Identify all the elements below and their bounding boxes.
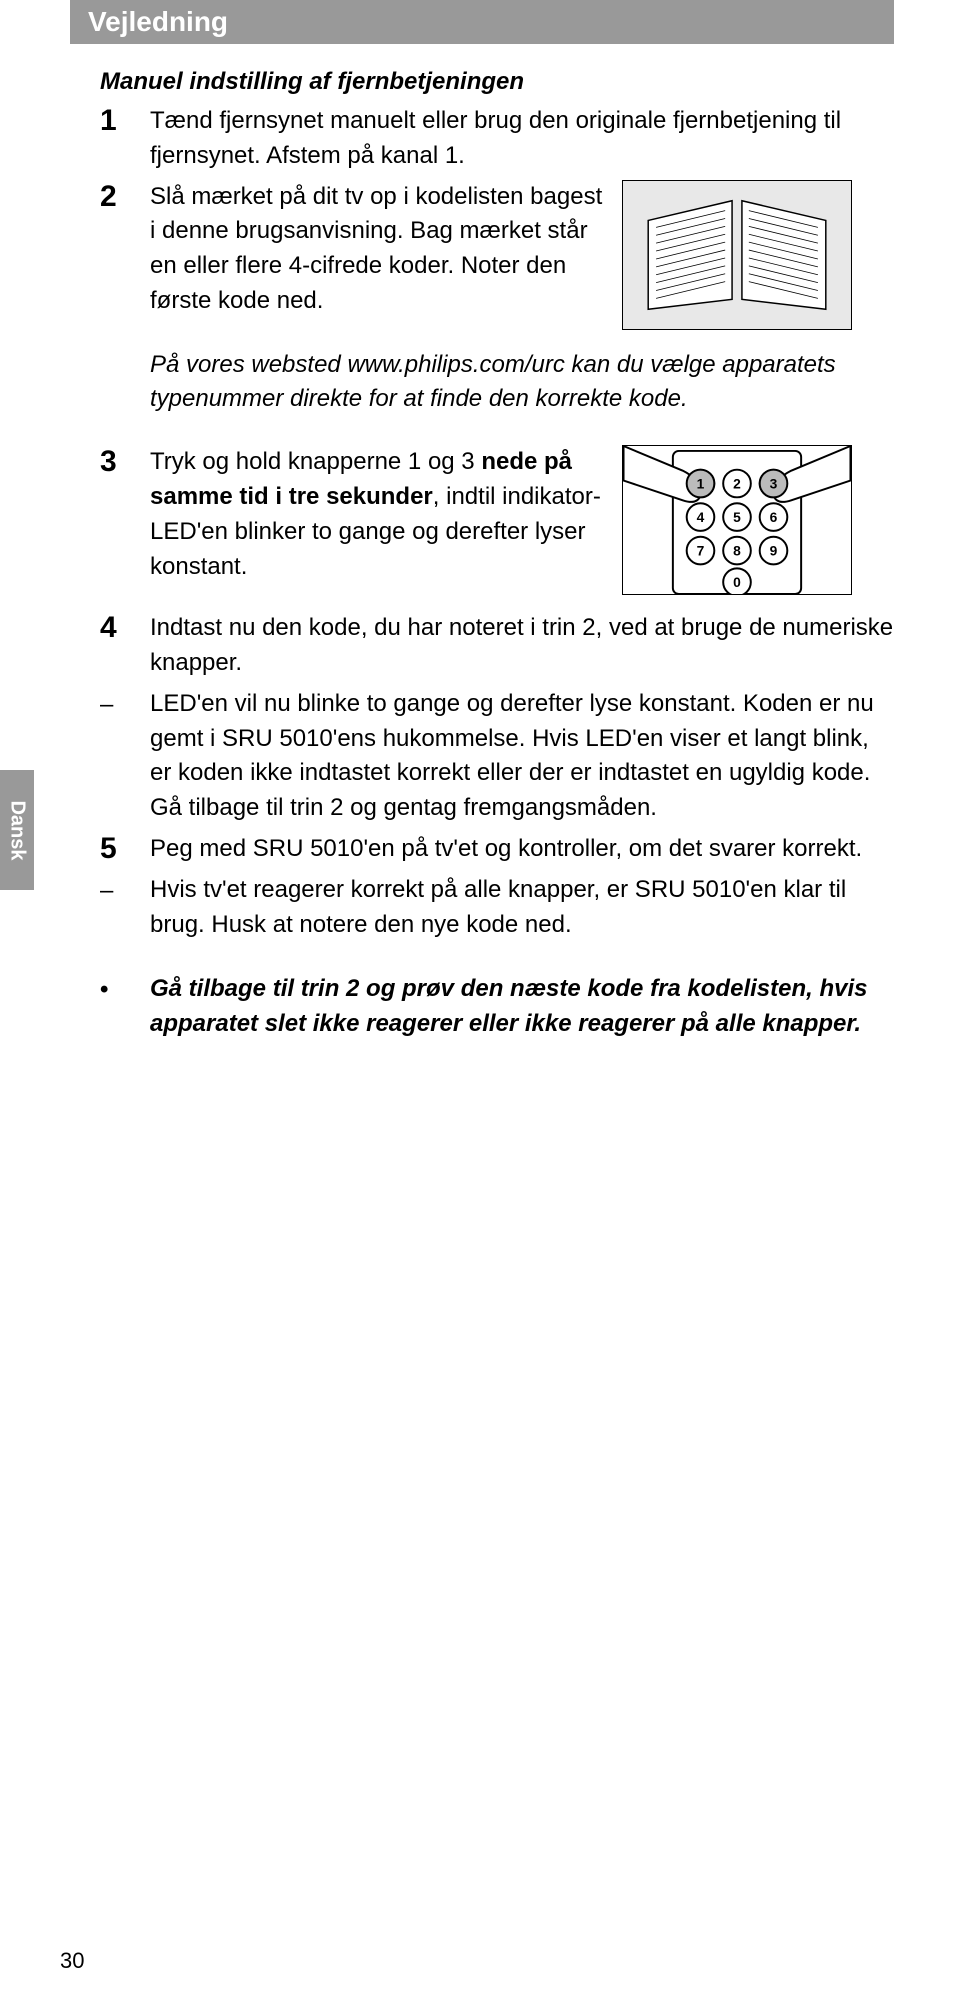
page-number: 30: [60, 1948, 84, 1974]
step-2: 2 Slå mærket på dit tv op i kodelisten b…: [100, 180, 894, 330]
step-number: 1: [100, 104, 150, 137]
booklet-icon: [623, 181, 851, 329]
svg-text:8: 8: [733, 543, 741, 559]
step-5: 5 Peg med SRU 5010'en på tv'et og kontro…: [100, 832, 894, 867]
step-number: 2: [100, 180, 150, 213]
bullet-text: Gå tilbage til trin 2 og prøv den næste …: [150, 972, 894, 1042]
step-4: 4 Indtast nu den kode, du har noteret i …: [100, 611, 894, 681]
step-number: 5: [100, 832, 150, 865]
keypad-icon: 1 2 3 4 5 6 7 8 9 0 1 3: [623, 446, 851, 594]
step-number: 4: [100, 611, 150, 644]
dash-marker: –: [100, 687, 150, 723]
step-text: Tænd fjernsynet manuelt eller brug den o…: [150, 104, 894, 174]
svg-text:3: 3: [770, 476, 778, 492]
svg-text:4: 4: [697, 509, 705, 525]
section-title: Vejledning: [88, 6, 228, 37]
language-tab: Dansk: [0, 770, 34, 890]
step-1: 1 Tænd fjernsynet manuelt eller brug den…: [100, 104, 894, 174]
language-label: Dansk: [6, 800, 29, 860]
website-note: På vores websted www.philips.com/urc kan…: [150, 348, 894, 418]
svg-text:0: 0: [733, 574, 741, 590]
bullet-marker: •: [100, 972, 150, 1008]
page-content: Vejledning Manuel indstilling af fjernbe…: [0, 0, 954, 1042]
svg-text:6: 6: [770, 509, 778, 525]
svg-text:9: 9: [770, 543, 778, 559]
step-3: 3 Tryk og hold knapperne 1 og 3 nede på …: [100, 445, 894, 595]
svg-text:5: 5: [733, 509, 741, 525]
bullet-note: • Gå tilbage til trin 2 og prøv den næst…: [100, 972, 894, 1042]
svg-text:1: 1: [697, 476, 705, 492]
step-text: LED'en vil nu blinke to gange og derefte…: [150, 687, 894, 826]
substep-2: – Hvis tv'et reagerer korrekt på alle kn…: [100, 873, 894, 943]
keypad-illustration: 1 2 3 4 5 6 7 8 9 0 1 3: [622, 445, 852, 595]
step-text: Slå mærket på dit tv op i kodelisten bag…: [150, 180, 610, 319]
text-part: Tryk og hold knapperne 1 og 3: [150, 448, 481, 475]
section-header: Vejledning: [70, 0, 894, 44]
dash-marker: –: [100, 873, 150, 909]
step-text: Indtast nu den kode, du har noteret i tr…: [150, 611, 894, 681]
step-text: Tryk og hold knapperne 1 og 3 nede på sa…: [150, 445, 610, 584]
subtitle: Manuel indstilling af fjernbetjeningen: [100, 68, 894, 96]
step-text: Hvis tv'et reagerer korrekt på alle knap…: [150, 873, 894, 943]
svg-text:2: 2: [733, 476, 741, 492]
substep-1: – LED'en vil nu blinke to gange og deref…: [100, 687, 894, 826]
codelist-illustration: [622, 180, 852, 330]
svg-text:7: 7: [697, 543, 705, 559]
step-text: Peg med SRU 5010'en på tv'et og kontroll…: [150, 832, 894, 867]
step-number: 3: [100, 445, 150, 478]
